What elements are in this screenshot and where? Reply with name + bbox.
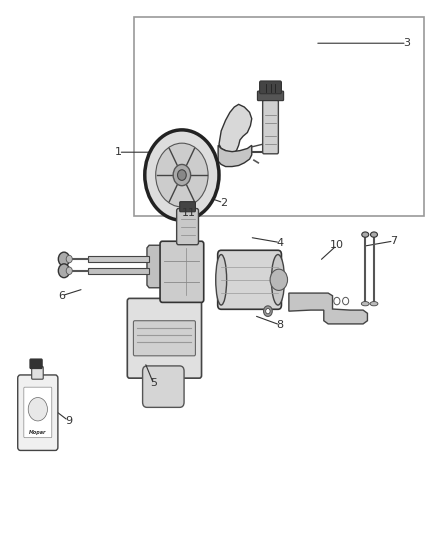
Circle shape [58, 252, 70, 266]
FancyBboxPatch shape [134, 17, 424, 216]
Circle shape [173, 165, 191, 185]
Polygon shape [218, 146, 252, 166]
FancyBboxPatch shape [32, 367, 43, 379]
Circle shape [145, 130, 219, 220]
Circle shape [66, 255, 72, 263]
Polygon shape [289, 293, 367, 324]
Circle shape [270, 269, 288, 290]
Circle shape [177, 169, 186, 180]
FancyBboxPatch shape [30, 359, 42, 368]
Polygon shape [88, 268, 149, 274]
FancyBboxPatch shape [24, 387, 52, 438]
Circle shape [28, 398, 47, 421]
Circle shape [264, 306, 272, 317]
Text: 10: 10 [330, 240, 344, 250]
Circle shape [155, 143, 208, 207]
FancyBboxPatch shape [134, 321, 195, 356]
FancyBboxPatch shape [160, 241, 204, 302]
Text: 11: 11 [181, 208, 195, 219]
FancyBboxPatch shape [143, 366, 184, 407]
FancyBboxPatch shape [218, 251, 282, 309]
FancyBboxPatch shape [260, 81, 282, 94]
Ellipse shape [371, 232, 378, 237]
Circle shape [343, 297, 349, 305]
Text: 2: 2 [220, 198, 227, 208]
Circle shape [266, 309, 270, 314]
Circle shape [66, 267, 72, 274]
Ellipse shape [361, 302, 369, 306]
Polygon shape [202, 159, 218, 169]
Circle shape [58, 264, 70, 278]
FancyBboxPatch shape [258, 91, 284, 101]
Polygon shape [219, 104, 252, 154]
Text: 5: 5 [150, 378, 157, 389]
Text: 6: 6 [58, 290, 65, 301]
Text: 7: 7 [390, 236, 397, 246]
Circle shape [334, 297, 340, 305]
Ellipse shape [362, 232, 369, 237]
Ellipse shape [216, 255, 226, 305]
FancyBboxPatch shape [127, 298, 201, 378]
Text: Mopar: Mopar [29, 430, 46, 435]
FancyBboxPatch shape [177, 208, 198, 245]
Text: 8: 8 [276, 320, 284, 330]
Text: 4: 4 [276, 238, 284, 247]
FancyBboxPatch shape [18, 375, 58, 450]
Ellipse shape [370, 302, 378, 306]
Text: 1: 1 [115, 147, 122, 157]
Text: 3: 3 [403, 38, 410, 48]
Ellipse shape [272, 255, 285, 305]
Polygon shape [147, 245, 169, 288]
Polygon shape [88, 256, 149, 262]
FancyBboxPatch shape [263, 100, 279, 154]
Text: 9: 9 [65, 416, 72, 426]
FancyBboxPatch shape [180, 201, 195, 212]
